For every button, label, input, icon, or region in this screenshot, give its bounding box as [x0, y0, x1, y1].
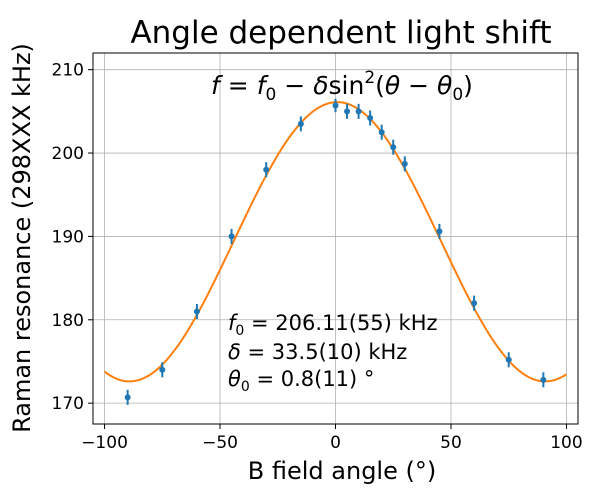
fit-formula: f = f0 − δsin2(θ − θ0) — [211, 68, 473, 105]
data-point — [228, 233, 235, 240]
data-point — [436, 228, 443, 235]
x-tick-label: −50 — [202, 433, 238, 453]
data-point — [193, 308, 200, 315]
data-point — [401, 160, 408, 167]
x-tick-label: −100 — [81, 433, 128, 453]
data-point — [297, 120, 304, 127]
y-tick-label: 210 — [52, 61, 84, 81]
fit-param-theta0: θ0 = 0.8(11) ° — [228, 367, 374, 395]
fit-param-f0: f0 = 206.11(55) kHz — [228, 311, 438, 339]
fit-param-delta: δ = 33.5(10) kHz — [228, 340, 407, 364]
data-point — [367, 115, 374, 122]
data-point — [505, 356, 512, 363]
data-point — [390, 144, 397, 151]
y-axis-label: Raman resonance (298XXX kHz) — [8, 43, 36, 433]
data-point — [124, 394, 131, 401]
axis-ticks: −100 −50 0 50 100 170 180 190 200 210 — [52, 61, 583, 453]
y-tick-label: 170 — [52, 394, 84, 414]
data-point — [378, 129, 385, 136]
data-points-layer — [124, 98, 547, 405]
data-point — [471, 300, 478, 307]
data-point — [540, 376, 547, 383]
data-point — [344, 108, 351, 115]
y-tick-label: 190 — [52, 227, 84, 247]
x-tick-label: 50 — [440, 433, 462, 453]
data-point — [355, 108, 362, 115]
data-point — [263, 166, 270, 173]
y-tick-label: 180 — [52, 311, 84, 331]
data-point — [159, 366, 166, 373]
x-axis-label: B field angle (°) — [248, 457, 436, 485]
grid — [93, 53, 578, 424]
x-tick-label: 0 — [330, 433, 341, 453]
y-tick-label: 200 — [52, 144, 84, 164]
chart-title: Angle dependent light shift — [130, 15, 551, 51]
x-tick-label: 100 — [550, 433, 582, 453]
data-point — [332, 102, 339, 109]
